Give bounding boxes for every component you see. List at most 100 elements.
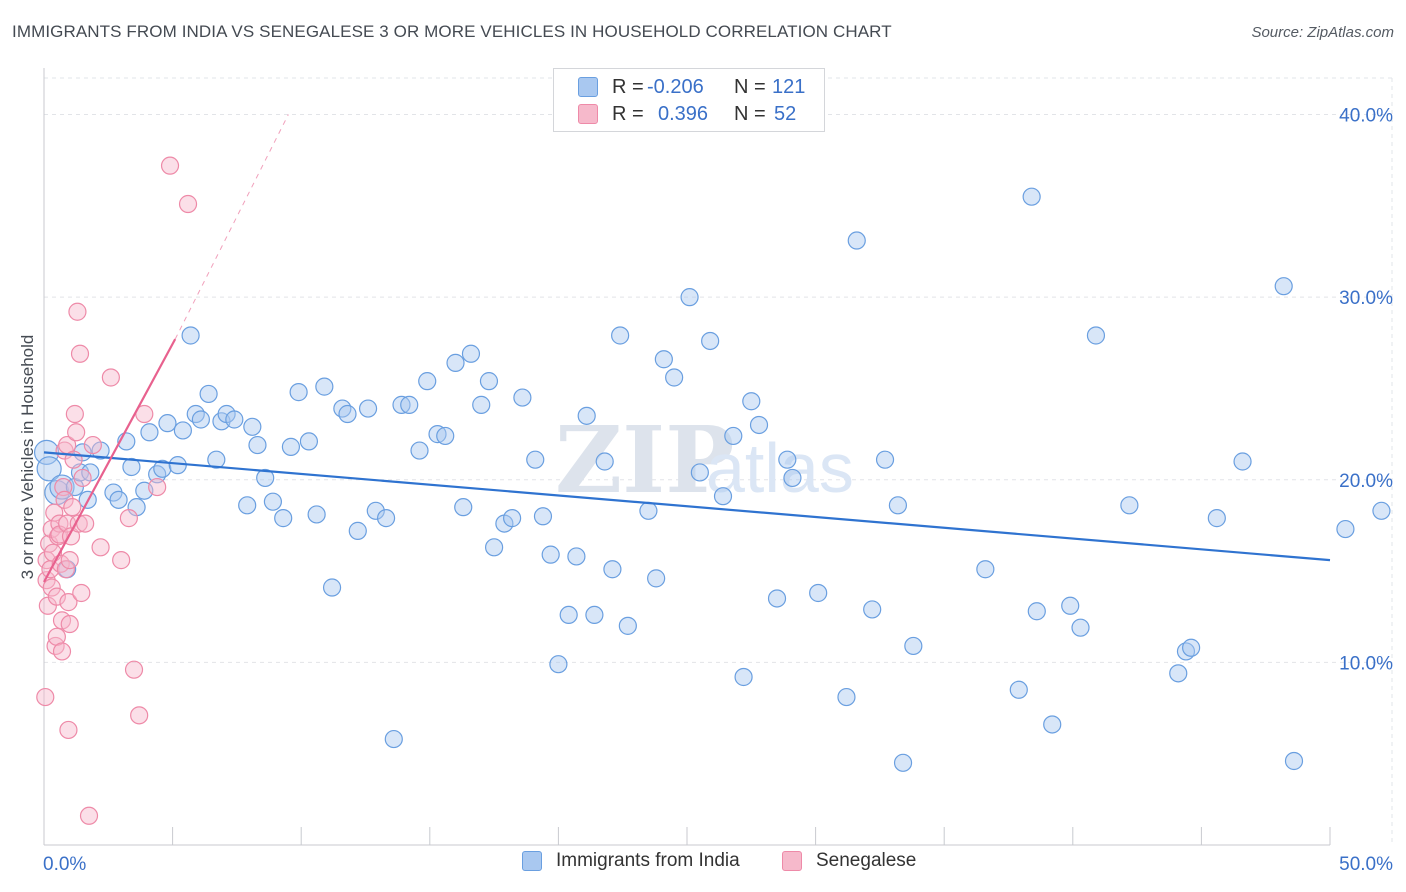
point-india	[809, 583, 828, 603]
point-india	[690, 463, 709, 482]
point-india	[863, 600, 882, 619]
point-senegalese	[101, 368, 120, 387]
point-india	[713, 487, 733, 506]
point-india	[256, 468, 275, 488]
point-senegalese	[73, 468, 92, 488]
trend-lines	[43, 114, 1331, 583]
point-india	[274, 509, 293, 528]
legend-r-label: R =	[612, 75, 644, 98]
point-india	[358, 399, 378, 418]
point-india	[1233, 452, 1252, 471]
point-senegalese	[42, 578, 61, 597]
point-india	[904, 636, 923, 656]
point-senegalese	[178, 194, 198, 214]
point-india	[49, 474, 75, 500]
point-india	[875, 450, 895, 469]
point-india	[680, 288, 699, 307]
point-india	[526, 450, 545, 469]
y-tick-label: 20.0%	[1339, 471, 1393, 492]
point-india	[418, 372, 437, 391]
point-senegalese	[112, 551, 131, 570]
point-india	[888, 496, 908, 515]
legend-r-value-india: -0.206	[647, 75, 704, 98]
point-india	[541, 545, 560, 564]
series-legend: Immigrants from India Senegalese	[0, 850, 1406, 880]
point-senegalese	[68, 302, 87, 321]
legend-swatch-senegalese	[578, 104, 598, 124]
point-senegalese	[60, 614, 79, 634]
point-india	[767, 589, 787, 608]
point-india	[701, 331, 720, 351]
y-tick-label: 30.0%	[1339, 288, 1393, 309]
point-india	[734, 667, 753, 687]
point-india	[322, 578, 342, 597]
point-india	[1027, 602, 1046, 621]
point-india	[1120, 496, 1139, 515]
y-axis-label: 3 or more Vehicles in Household	[18, 335, 37, 580]
axes	[43, 68, 1331, 846]
point-senegalese	[60, 551, 79, 570]
point-india	[595, 452, 614, 471]
point-senegalese	[83, 435, 102, 455]
point-india	[153, 459, 172, 478]
trend-line-india	[43, 451, 1331, 562]
point-senegalese	[160, 156, 180, 175]
point-india	[559, 605, 578, 625]
point-senegalese	[65, 404, 84, 424]
point-india	[1169, 664, 1188, 683]
point-india	[366, 501, 385, 520]
tick-labels: 10.0% 20.0% 30.0% 40.0% 0.0% 50.0%	[43, 106, 1393, 875]
point-india	[749, 415, 769, 435]
point-india	[225, 410, 244, 429]
point-india	[109, 490, 128, 509]
point-india	[647, 569, 666, 588]
point-senegalese	[45, 503, 64, 522]
point-senegalese	[70, 344, 90, 363]
point-india	[315, 377, 334, 396]
point-india	[243, 417, 262, 436]
point-india	[348, 521, 367, 540]
point-india	[384, 729, 403, 749]
point-senegalese	[79, 806, 99, 825]
point-india	[461, 344, 481, 363]
point-india	[1207, 509, 1226, 528]
point-india	[503, 509, 522, 528]
point-india	[191, 410, 210, 429]
point-india	[186, 404, 205, 424]
point-senegalese	[130, 706, 149, 725]
legend-label-senegalese: Senegalese	[816, 850, 917, 871]
legend-r-value-senegalese: 0.396	[658, 102, 709, 125]
point-india	[1372, 501, 1391, 520]
point-india	[549, 655, 568, 674]
point-india	[281, 437, 301, 456]
point-senegalese	[52, 642, 72, 661]
point-india	[248, 435, 267, 455]
legend-n-label: N =	[734, 75, 766, 98]
correlation-legend: R = -0.206 N = 121 R = 0.396 N = 52	[553, 68, 825, 132]
series-immigrants-from-india	[33, 187, 1391, 772]
point-india	[338, 404, 357, 424]
point-india	[479, 372, 499, 391]
source-credit: Source: ZipAtlas.com	[1251, 24, 1394, 41]
point-india	[1274, 277, 1293, 296]
point-senegalese	[72, 583, 91, 603]
point-senegalese	[119, 509, 138, 528]
point-india	[742, 392, 761, 411]
point-india	[263, 492, 283, 511]
y-tick-label: 40.0%	[1339, 106, 1393, 127]
point-india	[665, 368, 684, 387]
legend-n-value-senegalese: 52	[774, 102, 797, 125]
point-senegalese	[36, 687, 55, 707]
legend-swatch-senegalese	[782, 851, 802, 871]
chart-title: IMMIGRANTS FROM INDIA VS SENEGALESE 3 OR…	[12, 22, 892, 41]
legend-swatch-india	[522, 851, 542, 871]
point-india	[158, 414, 177, 433]
point-india	[611, 326, 630, 345]
point-senegalese	[56, 560, 75, 579]
legend-row-india: R = -0.206 N = 121	[554, 73, 824, 101]
point-india	[1061, 596, 1080, 615]
point-india	[1182, 638, 1201, 657]
point-india	[207, 450, 226, 469]
legend-item-india: Immigrants from India	[522, 850, 740, 872]
